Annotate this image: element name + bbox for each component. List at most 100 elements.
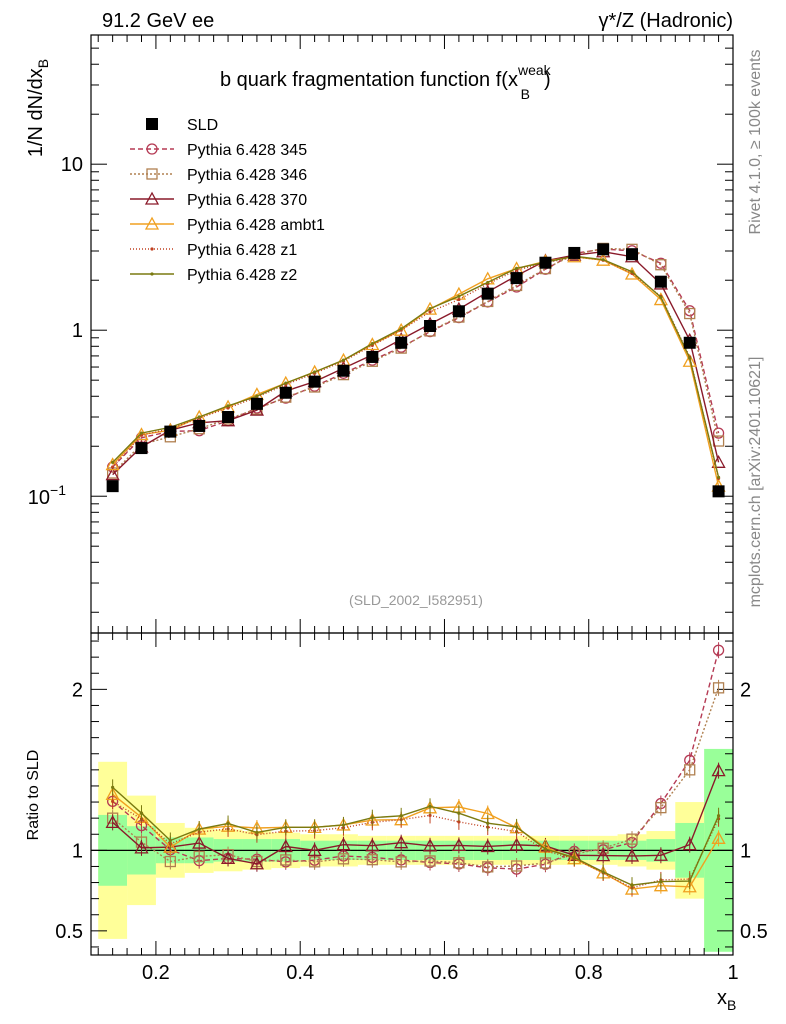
series-5-point (486, 280, 490, 285)
series-5-point (139, 431, 144, 435)
series-5-point (197, 415, 201, 419)
series-0-ratio-line (112, 650, 720, 870)
series-3-ratio-point (711, 830, 726, 844)
legend-entry-6-label: Pythia 6.428 z2 (187, 267, 297, 284)
x-tick-label: 0.2 (142, 962, 170, 984)
series-2-ratio-point (451, 838, 466, 852)
ratio-y-tick-label: 2 (72, 679, 83, 701)
data-point (654, 275, 667, 288)
data-point (395, 336, 408, 349)
chart-title: b quark fragmentation function f(xweak B) (220, 62, 552, 102)
legend-entry-0-label: SLD (187, 117, 218, 134)
ratio-frame (90, 632, 734, 956)
series-5-ratio-point (111, 785, 115, 789)
x-tick-label: 0.6 (431, 962, 459, 984)
series-3-ratio-point (163, 839, 178, 853)
data-point (510, 272, 523, 285)
y-axis-label: 1/N dN/dxB (25, 59, 51, 157)
main-series-group (105, 242, 726, 498)
series-2-ratio-point (220, 851, 236, 865)
series-5-ratio-point (197, 827, 201, 831)
series-5-ratio-point (139, 811, 144, 815)
ratio-y-label: Ratio to SLD (25, 750, 42, 841)
data-point (279, 386, 292, 399)
chart-title-close: ) (544, 69, 551, 91)
y-tick-label-exp: −1 (50, 482, 66, 498)
series-5-ratio-point (630, 883, 634, 887)
series-5-ratio-point (601, 870, 605, 874)
main-panel: 10−1 1 10 (28, 34, 734, 634)
series-1-ratio-point (193, 850, 205, 863)
series-5-point (111, 460, 115, 464)
series-3-point (653, 292, 668, 306)
legend-entry-5-marker (150, 247, 154, 251)
series-5-point (284, 381, 288, 385)
series-5-line (112, 255, 720, 478)
series-5-point (659, 295, 663, 299)
series-5-ratio-point (370, 816, 374, 820)
y-tick-label: 10−1 (28, 482, 66, 509)
data-point (337, 364, 350, 377)
series-3-point (422, 301, 438, 315)
series-2-ratio-point (105, 814, 120, 828)
series-2-ratio-point (307, 842, 322, 856)
series-1-ratio-point (395, 856, 407, 868)
series-4-ratio-point (457, 820, 461, 824)
y-tick-label: 1 (72, 320, 83, 342)
series-5-ratio-point (543, 847, 548, 851)
series-4-ratio-point (111, 799, 115, 803)
series-3-point (105, 457, 120, 471)
series-1-ratio-point (655, 801, 667, 814)
legend-entry-3-label: Pythia 6.428 370 (187, 192, 307, 209)
data-point (481, 287, 494, 300)
series-1-ratio-line (112, 687, 720, 868)
data-point (164, 425, 177, 438)
series-1-ratio-point (280, 854, 292, 866)
series-3-ratio-point (653, 878, 668, 892)
series-5-ratio-point (716, 814, 721, 818)
series-5-point (313, 370, 317, 374)
x-axis-label: xB (717, 987, 736, 1013)
data-point (424, 320, 437, 333)
watermark: (SLD_2002_I582951) (349, 592, 483, 608)
series-1-ratio-point (712, 682, 725, 694)
legend-entry-2-label: Pythia 6.428 346 (187, 167, 307, 184)
series-5-point (428, 306, 432, 311)
legend-entry-3-marker (144, 191, 160, 205)
mcplots-label: mcplots.cern.ch [arXiv:2401.10621] (747, 357, 764, 608)
data-point (712, 485, 725, 498)
series-5-ratio-point (659, 879, 663, 884)
series-5-point (688, 356, 692, 360)
legend-entry-5-label: Pythia 6.428 z1 (187, 242, 297, 259)
series-5-ratio-point (399, 814, 403, 818)
series-5-ratio-point (428, 804, 432, 808)
series-4-ratio-point (428, 813, 432, 818)
series-4-ratio-line (112, 800, 720, 889)
series-5-point (716, 475, 721, 479)
data-point (626, 248, 639, 261)
data-point (568, 246, 581, 259)
ratio-y-tick-label: 1 (72, 840, 83, 862)
series-2-ratio-point (624, 848, 640, 862)
series-1-ratio-point (453, 857, 465, 869)
series-5-point (370, 342, 374, 346)
series-2-line (112, 251, 720, 476)
series-5-ratio-line (112, 786, 720, 886)
legend-entry-1-label: Pythia 6.428 345 (187, 142, 307, 159)
series-2-ratio-point (394, 835, 409, 849)
y-tick-label-base: 10 (28, 487, 50, 509)
ratio-y-tick-label: 0.5 (55, 921, 83, 943)
series-1-ratio-point (164, 855, 176, 868)
data-point (222, 411, 235, 424)
series-2-ratio-point (422, 838, 438, 852)
series-3-line (112, 256, 720, 487)
series-1-ratio-point (684, 764, 696, 776)
chart-title-main: b quark fragmentation function f(x (220, 69, 518, 91)
series-1-ratio-point (366, 854, 378, 866)
data-point (597, 243, 610, 256)
header-process: γ*/Z (Hadronic) (599, 10, 733, 32)
series-5-point (601, 258, 605, 262)
series-2-ratio-point (278, 839, 293, 853)
rivet-label: Rivet 4.1.0, ≥ 100k events (747, 50, 764, 235)
series-5-point (399, 327, 403, 331)
